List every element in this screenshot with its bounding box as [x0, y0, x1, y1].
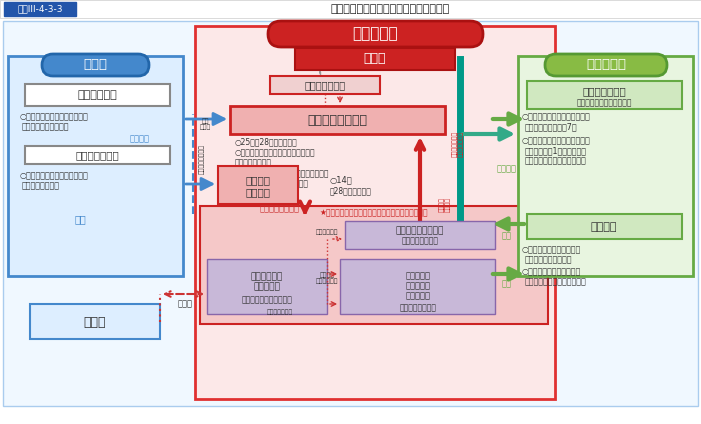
- Text: 装備開発官等: 装備開発官等: [251, 273, 283, 282]
- Text: 監査: 監査: [74, 214, 86, 224]
- Text: ○14名: ○14名: [330, 176, 353, 184]
- Text: 防衛監察: 防衛監察: [130, 134, 150, 143]
- Text: ○防衛装備庁に対して、必要に: ○防衛装備庁に対して、必要に: [20, 171, 89, 181]
- Text: 図表III-4-3-3: 図表III-4-3-3: [18, 5, 63, 14]
- Text: ★庁内外からの重層的チェックと組織内の相互牽制: ★庁内外からの重層的チェックと組織内の相互牽制: [320, 209, 428, 218]
- Text: （28年度末定員）: （28年度末定員）: [330, 187, 372, 195]
- Text: の観点から監察: の観点から監察: [235, 159, 272, 167]
- Text: 調査審議: 調査審議: [497, 165, 517, 173]
- Text: 防衛装備庁: 防衛装備庁: [352, 26, 397, 42]
- Text: 他機関: 他機関: [83, 59, 107, 72]
- Bar: [295, 48, 455, 70]
- Bar: [30, 304, 160, 339]
- Text: （開発・調達実務部門）: （開発・調達実務部門）: [242, 296, 292, 304]
- Bar: [345, 221, 495, 249]
- Text: 調達管理部: 調達管理部: [405, 292, 430, 301]
- Text: （事業管理部門）: （事業管理部門）: [402, 237, 439, 245]
- FancyBboxPatch shape: [545, 54, 667, 76]
- Text: 内部監察
内部監査: 内部監察 内部監査: [439, 196, 451, 212]
- Text: 規則作成
運用状況把握: 規則作成 運用状況把握: [315, 272, 339, 284]
- Text: 企　業: 企 業: [83, 315, 107, 329]
- Text: 防衛調達審議会: 防衛調達審議会: [582, 86, 626, 96]
- FancyBboxPatch shape: [268, 21, 483, 47]
- Text: 応じ監査を実施: 応じ監査を実施: [22, 181, 60, 190]
- Text: クト管理、1者応札案件、: クト管理、1者応札案件、: [525, 147, 587, 156]
- Text: ○評価結果を業務の改善、: ○評価結果を業務の改善、: [522, 268, 581, 276]
- Bar: [207, 259, 327, 314]
- Text: 監察監査・評価官: 監察監査・評価官: [307, 114, 367, 126]
- Text: センター: センター: [245, 187, 271, 197]
- Text: 防衛装備品調達に関する監察・監査機能: 防衛装備品調達に関する監察・監査機能: [330, 4, 449, 14]
- Bar: [340, 259, 495, 314]
- Text: （外部有識者による審議）: （外部有識者による審議）: [576, 98, 632, 108]
- Text: ○防衛監察の結果・改善策等は: ○防衛監察の結果・改善策等は: [20, 112, 89, 122]
- Text: 法令遵守等の教育: 法令遵守等の教育: [260, 204, 300, 214]
- Bar: [218, 166, 298, 204]
- Text: 評価: 評価: [502, 232, 512, 240]
- Bar: [270, 76, 380, 94]
- Text: 各種承認申請等: 各種承認申請等: [267, 309, 293, 315]
- Text: ○25名（28年度末定員）: ○25名（28年度末定員）: [235, 137, 298, 147]
- Text: 内部監査能力の向上に活用: 内部監査能力の向上に活用: [525, 277, 587, 287]
- Bar: [25, 84, 170, 106]
- Bar: [4, 2, 76, 16]
- Bar: [527, 81, 682, 109]
- Text: 長　官: 長 官: [364, 53, 386, 65]
- Text: 実施状況報告: 実施状況報告: [315, 229, 339, 235]
- Bar: [527, 214, 682, 239]
- Text: 仕様書等について調査審議: 仕様書等について調査審議: [525, 156, 587, 165]
- Text: 調達事業部: 調達事業部: [254, 282, 280, 292]
- Text: ○内部監査：プロジェクト管理、研究開発、: ○内部監査：プロジェクト管理、研究開発、: [235, 169, 329, 178]
- Bar: [25, 146, 170, 164]
- Bar: [0, 0, 701, 18]
- Bar: [8, 56, 183, 276]
- Bar: [230, 106, 445, 134]
- Text: 状況等について評価: 状況等について評価: [525, 256, 573, 265]
- Text: 大臣官房監査課: 大臣官房監査課: [75, 150, 119, 160]
- Text: プロジェクト管理部: プロジェクト管理部: [396, 226, 444, 235]
- Text: 長官官房審議官: 長官官房審議官: [304, 80, 346, 90]
- Text: 人材育成: 人材育成: [245, 175, 271, 185]
- FancyBboxPatch shape: [42, 54, 149, 76]
- Text: ○調達に関する規則、プロジェ: ○調達に関する規則、プロジェ: [522, 137, 591, 145]
- Text: 監査法人: 監査法人: [591, 222, 618, 232]
- Text: （規則作成部門）: （規則作成部門）: [400, 304, 437, 312]
- Text: 防衛監察本部: 防衛監察本部: [77, 90, 117, 100]
- Text: ○プロジェクト管理の運用: ○プロジェクト管理の運用: [522, 245, 581, 254]
- Text: 契約等: 契約等: [177, 299, 193, 309]
- Bar: [195, 26, 555, 399]
- Text: ○大学教授、弁護士、公認会計: ○大学教授、弁護士、公認会計: [522, 112, 591, 122]
- Text: 直接防衛大臣に報告: 直接防衛大臣に報告: [22, 123, 69, 131]
- Bar: [518, 56, 693, 276]
- Text: 第三者機関: 第三者機関: [586, 59, 626, 72]
- Text: 担当職員への教育: 担当職員への教育: [199, 144, 205, 174]
- Text: 公共
通報等: 公共 通報等: [199, 118, 210, 130]
- Text: 装備政策部: 装備政策部: [405, 271, 430, 281]
- Text: 評価: 評価: [502, 279, 512, 288]
- Text: ○内部監察：法令遵守、入札談合防止: ○内部監察：法令遵守、入札談合防止: [235, 148, 315, 157]
- Text: 技術戦略部: 技術戦略部: [405, 282, 430, 290]
- Text: 改善措置を命令
改善事例の普及: 改善措置を命令 改善事例の普及: [452, 131, 464, 157]
- Text: 調達等の業務、会計について監査: 調達等の業務、会計について監査: [235, 179, 309, 189]
- Text: 士等の外部有識者7名: 士等の外部有識者7名: [525, 123, 578, 131]
- Bar: [200, 206, 548, 324]
